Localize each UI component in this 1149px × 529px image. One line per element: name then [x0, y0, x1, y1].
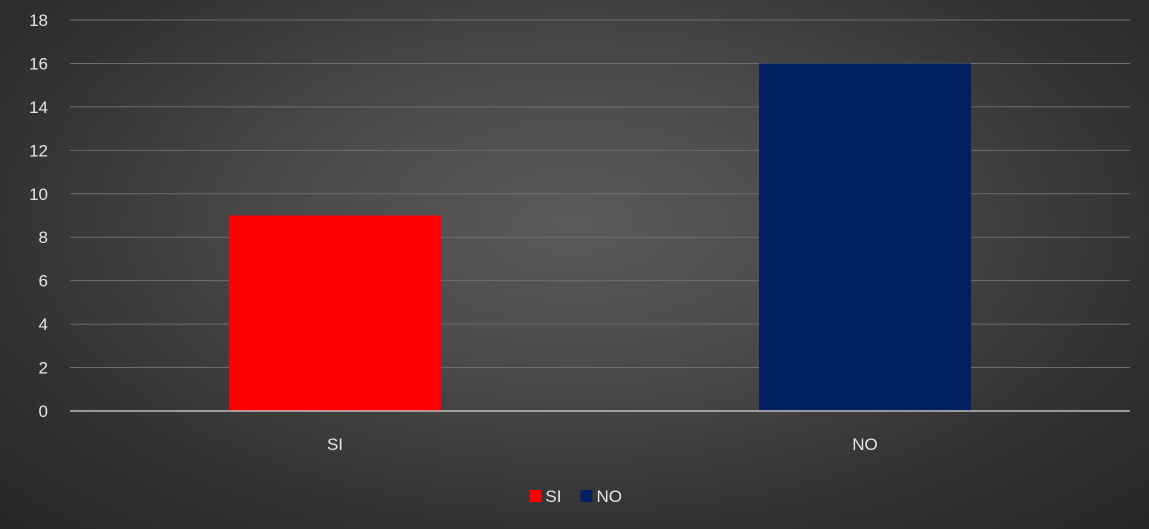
- x-tick-label: SI: [327, 435, 343, 454]
- y-axis: 0 2 4 6 8 10 12 14 16 18: [29, 11, 48, 421]
- y-tick-label: 4: [39, 315, 48, 334]
- y-tick-label: 10: [29, 185, 48, 204]
- x-axis: SI NO: [70, 410, 1130, 454]
- legend-label-no: NO: [597, 487, 623, 506]
- y-tick-label: 14: [29, 98, 48, 117]
- y-tick-label: 16: [29, 54, 48, 73]
- y-tick-label: 8: [39, 228, 48, 247]
- legend-swatch-no: [580, 490, 593, 502]
- y-tick-label: 18: [29, 11, 48, 30]
- y-tick-label: 12: [29, 141, 48, 160]
- y-tick-label: 6: [39, 272, 48, 291]
- bar-si: [229, 215, 441, 411]
- legend: SI NO: [529, 487, 622, 506]
- y-tick-label: 2: [39, 359, 48, 378]
- bars: [229, 63, 971, 411]
- legend-label-si: SI: [545, 487, 561, 506]
- y-tick-label: 0: [39, 402, 48, 421]
- bar-no: [759, 63, 971, 411]
- legend-swatch-si: [529, 490, 542, 502]
- x-tick-label: NO: [852, 435, 878, 454]
